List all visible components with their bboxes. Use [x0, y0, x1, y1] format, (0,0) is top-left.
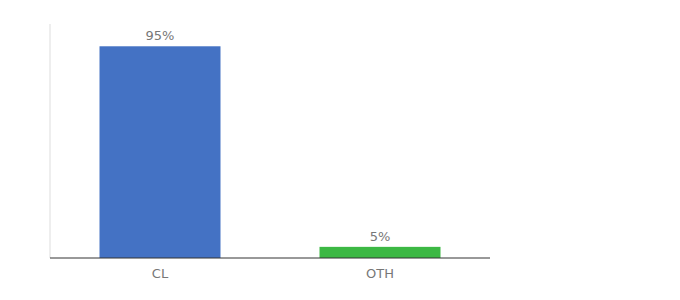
- data-label: 95%: [146, 28, 175, 43]
- x-tick-label: CL: [152, 266, 169, 281]
- bars: [100, 46, 441, 258]
- x-tick-label: OTH: [366, 266, 394, 281]
- data-label: 5%: [370, 229, 391, 244]
- chart-svg: 95% 5% CL OTH: [0, 0, 680, 300]
- chart-container: 95% 5% CL OTH: [0, 0, 680, 300]
- x-axis-line: [50, 258, 490, 259]
- y-axis-line: [50, 24, 51, 258]
- bar: [100, 46, 221, 258]
- bar: [320, 247, 441, 258]
